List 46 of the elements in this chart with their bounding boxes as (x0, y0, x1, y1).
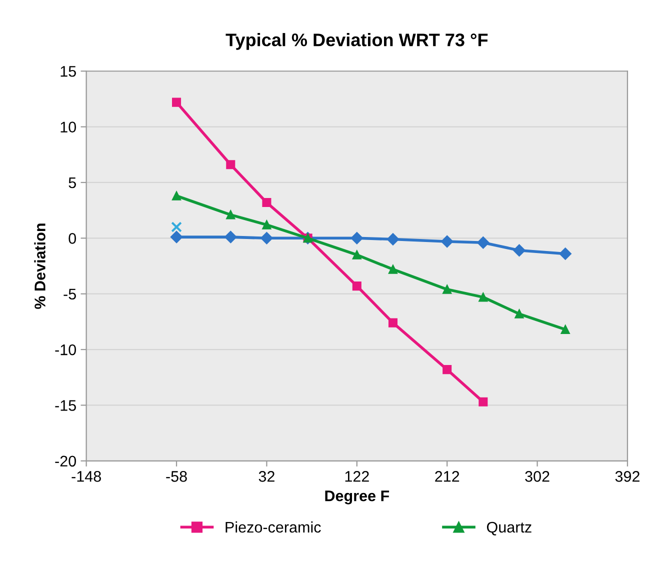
point (350, 232, 363, 244)
point (559, 248, 572, 260)
point (172, 191, 182, 200)
point (226, 210, 236, 220)
chart-title: Typical % Deviation WRT 73 °F (226, 33, 488, 50)
point (442, 284, 452, 294)
point (262, 220, 272, 230)
y-tick-label: 10 (60, 122, 76, 132)
y-tick-label: -10 (55, 344, 76, 356)
point (478, 397, 488, 406)
y-tick-label: -5 (64, 288, 76, 300)
x-tick-label: 32 (258, 471, 274, 482)
x-tick-label: 212 (435, 471, 460, 482)
point (442, 365, 452, 374)
x-axis-title: Degree F (325, 490, 390, 504)
point (440, 235, 454, 248)
point (388, 264, 398, 274)
y-axis-title: % Deviation (34, 224, 46, 309)
point (352, 250, 362, 260)
point (513, 244, 526, 257)
x-tick-label: 392 (615, 471, 640, 482)
point (172, 98, 182, 107)
point (388, 318, 398, 328)
point (170, 230, 183, 244)
y-tick-label: -20 (55, 456, 76, 467)
point (514, 309, 524, 318)
x-tick-label: -58 (166, 471, 187, 482)
y-tick-label: 5 (68, 178, 76, 188)
point (224, 230, 237, 244)
x-tick-label: 302 (525, 471, 550, 482)
point (260, 232, 273, 244)
point (560, 324, 570, 334)
point (352, 282, 362, 291)
point (477, 236, 490, 249)
point (226, 160, 236, 170)
legend-label: Quartz (486, 522, 532, 536)
legend-label: Piezo-ceramic (226, 521, 321, 533)
x-tick-label: -148 (72, 471, 101, 482)
point (171, 222, 182, 232)
y-tick-label: -15 (55, 400, 76, 411)
y-tick-label: 15 (60, 66, 76, 77)
y-tick-label: 0 (68, 233, 76, 244)
point (478, 292, 488, 302)
point (262, 198, 272, 208)
point (386, 233, 400, 246)
x-tick-label: 122 (345, 471, 369, 482)
